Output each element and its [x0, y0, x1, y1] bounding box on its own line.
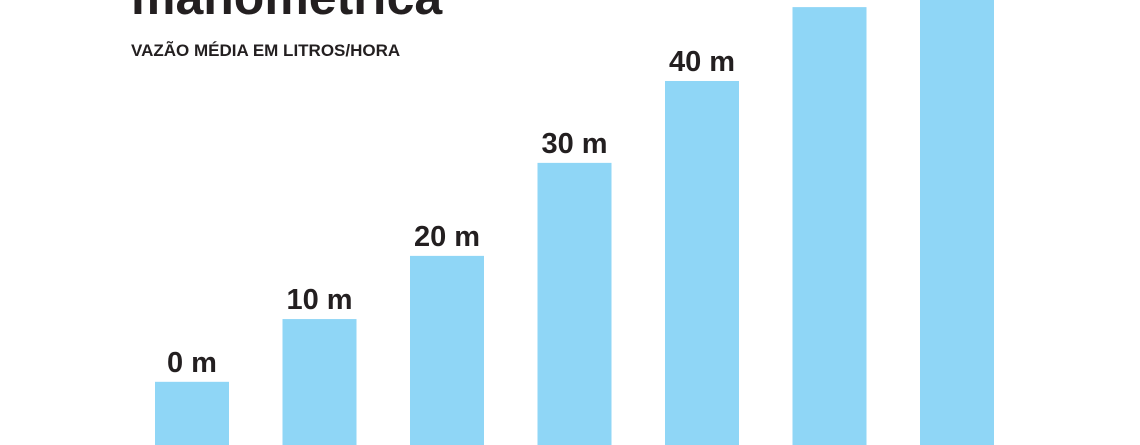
bar: [410, 255, 484, 445]
bar-label: 30 m: [541, 128, 607, 160]
bar: [282, 319, 357, 445]
bar: [155, 381, 229, 445]
bar-label: 20 m: [414, 221, 480, 253]
bar-label: 0 m: [167, 347, 217, 379]
bar: [920, 0, 994, 445]
bar: [792, 7, 867, 445]
bar-label: 10 m: [286, 284, 352, 316]
bar: [665, 80, 739, 445]
bar-label: 40 m: [669, 46, 735, 78]
bar: [537, 162, 612, 445]
chart-subtitle: VAZÃO MÉDIA EM LITROS/HORA: [131, 40, 400, 60]
chart-title: manométrica: [131, 0, 443, 25]
